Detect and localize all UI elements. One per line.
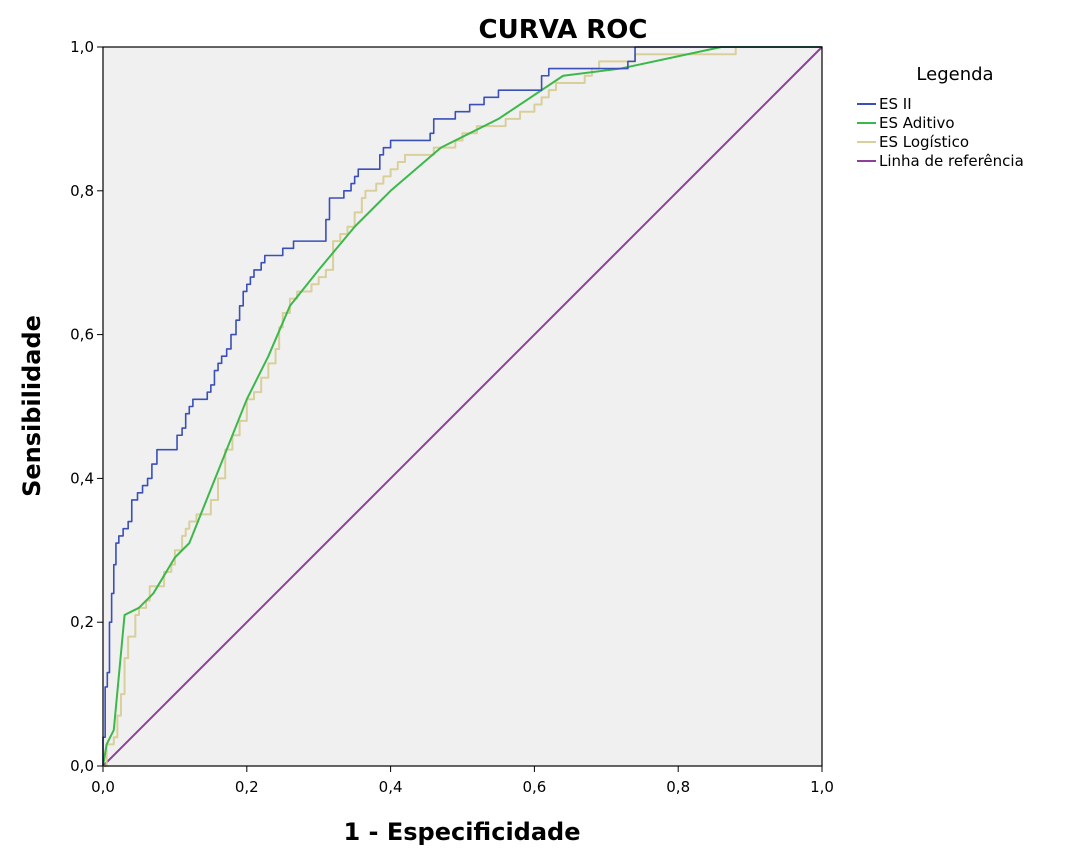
- y-tick-label: 1,0: [70, 38, 94, 56]
- y-tick-label: 0,6: [70, 326, 94, 344]
- y-tick-label: 0,4: [70, 469, 94, 487]
- x-tick-label: 0,6: [522, 778, 546, 796]
- series-line-es-ii: [102, 46, 822, 766]
- x-tick-label: 1,0: [810, 778, 834, 796]
- y-tick-label: 0,2: [70, 613, 94, 631]
- x-axis-label: 1 - Especificidade: [343, 818, 580, 846]
- x-tick-label: 0,2: [235, 778, 259, 796]
- legend-entry-label: ES Logístico: [879, 133, 969, 151]
- legend-entry-label: ES Aditivo: [879, 114, 955, 132]
- series-line-linha-de-referencia: [102, 46, 823, 767]
- legend-entry-label: Linha de referência: [879, 152, 1024, 170]
- legend-entry-label: ES II: [879, 95, 912, 113]
- y-tick-label: 0,0: [70, 757, 94, 775]
- x-tick-label: 0,0: [91, 778, 115, 796]
- y-tick-label: 0,8: [70, 182, 94, 200]
- chart-title: CURVA ROC: [479, 15, 648, 45]
- plot-frame: [102, 46, 823, 767]
- x-tick-label: 0,8: [666, 778, 690, 796]
- y-axis-label: Sensibilidade: [18, 315, 46, 497]
- x-tick-label: 0,4: [379, 778, 403, 796]
- legend-title: Legenda: [916, 64, 993, 85]
